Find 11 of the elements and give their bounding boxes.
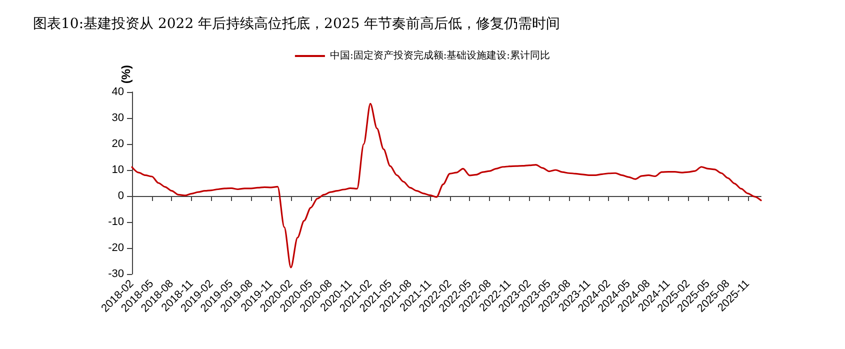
y-tick-label: -20 (108, 242, 124, 254)
y-tick-label: 0 (118, 190, 124, 202)
y-tick-label: 40 (112, 86, 124, 98)
y-tick-label: 10 (112, 164, 124, 176)
legend-label: 中国:固定资产投资完成额:基础设施建设:累计同比 (330, 50, 550, 62)
y-tick-label: -10 (108, 216, 124, 228)
y-axis-title: (%) (119, 64, 133, 84)
y-tick-label: -30 (108, 268, 124, 280)
chart-title: 图表10:基建投资从 2022 年后持续高位托底，2025 年节奏前高后低，修复仍需时间 (33, 16, 560, 32)
y-tick-label: 20 (112, 138, 124, 150)
y-tick-label: 30 (112, 112, 124, 124)
